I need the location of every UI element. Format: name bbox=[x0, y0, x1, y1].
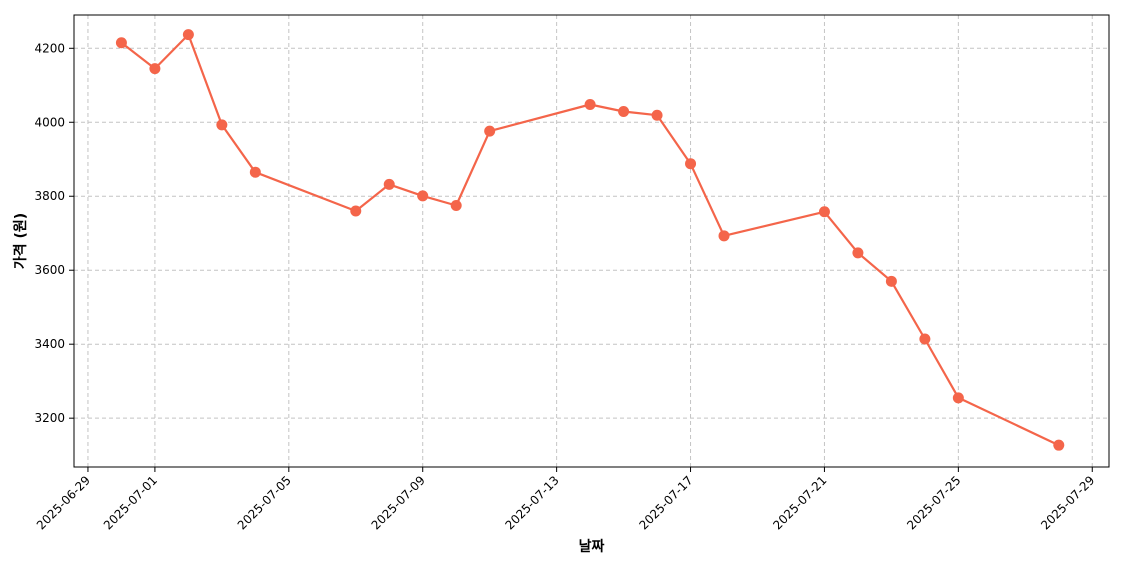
grid bbox=[74, 15, 1109, 467]
data-point bbox=[350, 205, 362, 217]
x-tick-label: 2025-07-25 bbox=[904, 473, 963, 532]
data-point bbox=[651, 109, 663, 121]
data-point bbox=[685, 158, 697, 170]
y-tick-label: 3200 bbox=[34, 411, 65, 425]
y-axis-label: 가격 (원) bbox=[12, 213, 29, 269]
data-point bbox=[383, 178, 395, 190]
data-point bbox=[885, 275, 897, 287]
data-point bbox=[182, 29, 194, 41]
x-tick-label: 2025-06-29 bbox=[34, 473, 93, 532]
data-point bbox=[618, 106, 630, 118]
x-axis: 2025-06-29 2025-07-01 2025-07-05 2025-07-09… bbox=[34, 467, 1097, 532]
y-tick-label: 3400 bbox=[34, 337, 65, 351]
data-point bbox=[216, 119, 228, 131]
x-tick-label: 2025-07-01 bbox=[101, 473, 160, 532]
y-axis: 3200 3400 3600 3800 4000 4200 bbox=[34, 41, 74, 425]
series-line bbox=[120, 33, 1060, 447]
data-point bbox=[818, 206, 830, 218]
x-tick-label: 2025-07-13 bbox=[503, 473, 562, 532]
x-tick-label: 2025-07-21 bbox=[770, 473, 829, 532]
data-point bbox=[1053, 439, 1065, 451]
data-point bbox=[484, 125, 496, 137]
x-tick-label: 2025-07-09 bbox=[369, 473, 428, 532]
x-tick-label: 2025-07-05 bbox=[235, 473, 294, 532]
x-axis-label: 날짜 bbox=[579, 539, 605, 555]
data-point bbox=[584, 99, 596, 111]
y-tick-label: 3600 bbox=[34, 263, 65, 277]
data-point bbox=[718, 230, 730, 242]
data-point bbox=[450, 199, 462, 211]
data-point bbox=[149, 63, 161, 75]
y-tick-label: 4000 bbox=[34, 115, 65, 129]
data-point bbox=[115, 37, 127, 49]
data-point bbox=[852, 247, 864, 259]
data-point bbox=[952, 392, 964, 404]
y-tick-label: 4200 bbox=[34, 41, 65, 55]
x-tick-label: 2025-07-29 bbox=[1038, 473, 1097, 532]
y-tick-label: 3800 bbox=[34, 189, 65, 203]
data-point bbox=[919, 333, 931, 345]
x-tick-label: 2025-07-17 bbox=[636, 473, 695, 532]
data-point bbox=[417, 190, 429, 202]
plot-frame bbox=[73, 14, 1110, 468]
data-point bbox=[249, 166, 261, 178]
series-group bbox=[115, 29, 1065, 451]
